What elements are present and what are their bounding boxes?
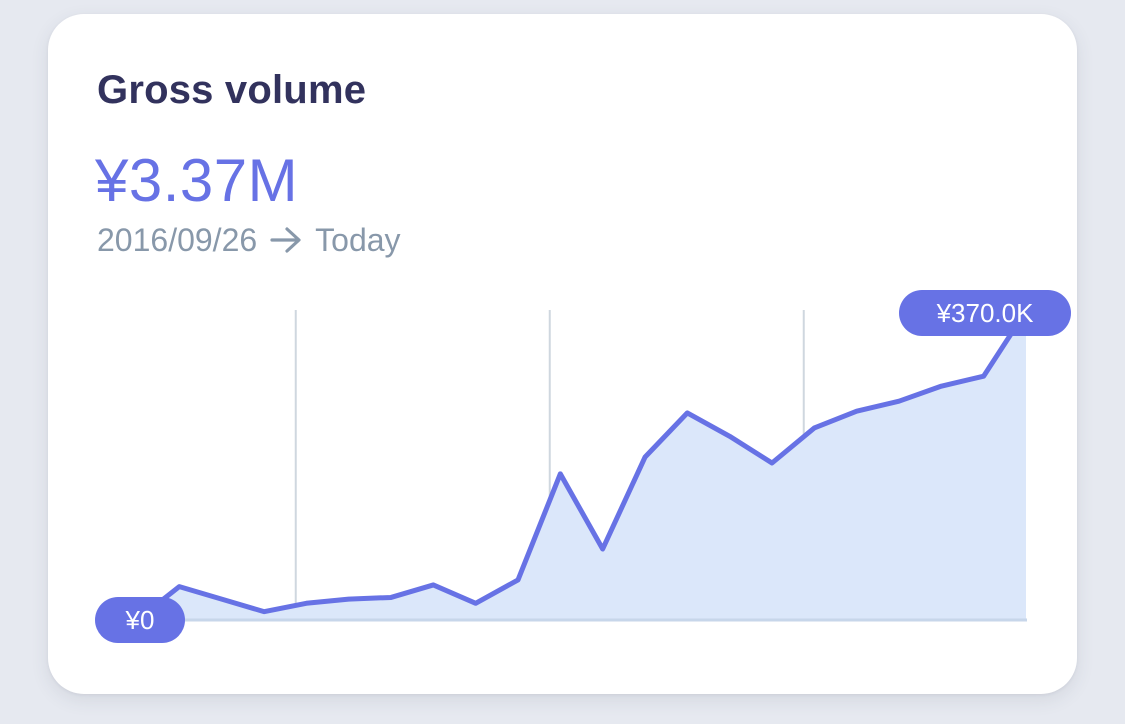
start-value-label: ¥0 — [125, 605, 155, 635]
data-point-9 — [473, 601, 478, 606]
start-value-label-bg — [95, 597, 185, 643]
data-point-2 — [177, 584, 182, 589]
data-point-18 — [854, 409, 859, 414]
data-point-12 — [600, 547, 605, 552]
date-range-start: 2016/09/26 — [97, 222, 258, 258]
series-line — [134, 308, 1029, 623]
data-point-13 — [643, 455, 648, 460]
data-point-6 — [346, 597, 351, 602]
gross-volume-total: ¥3.37M — [95, 147, 299, 214]
data-point-4 — [262, 609, 267, 614]
data-point-17 — [812, 425, 817, 430]
end-value-label-bg — [899, 290, 1071, 336]
data-point-10 — [516, 577, 521, 582]
data-point-14 — [685, 410, 690, 415]
data-point-19 — [897, 399, 902, 404]
gross-volume-card[interactable]: Gross volume ¥3.37M 2016/09/26 Today ¥0 ¥… — [48, 14, 1077, 694]
area-fill — [137, 311, 1026, 620]
date-range[interactable]: 2016/09/26 Today — [97, 220, 401, 260]
data-point-11 — [558, 471, 563, 476]
end-value-label: ¥370.0K — [936, 298, 1035, 328]
data-point-3 — [219, 597, 224, 602]
data-point-5 — [304, 601, 309, 606]
data-point-7 — [389, 595, 394, 600]
data-point-15 — [727, 434, 732, 439]
data-point-21 — [981, 374, 986, 379]
card-title: Gross volume — [97, 68, 367, 112]
data-point-8 — [431, 582, 436, 587]
data-point-20 — [939, 384, 944, 389]
data-point-16 — [770, 460, 775, 465]
date-range-end: Today — [315, 222, 401, 258]
arrow-right-icon — [269, 226, 303, 254]
gross-volume-area-chart[interactable]: ¥0 ¥370.0K — [48, 14, 1077, 694]
